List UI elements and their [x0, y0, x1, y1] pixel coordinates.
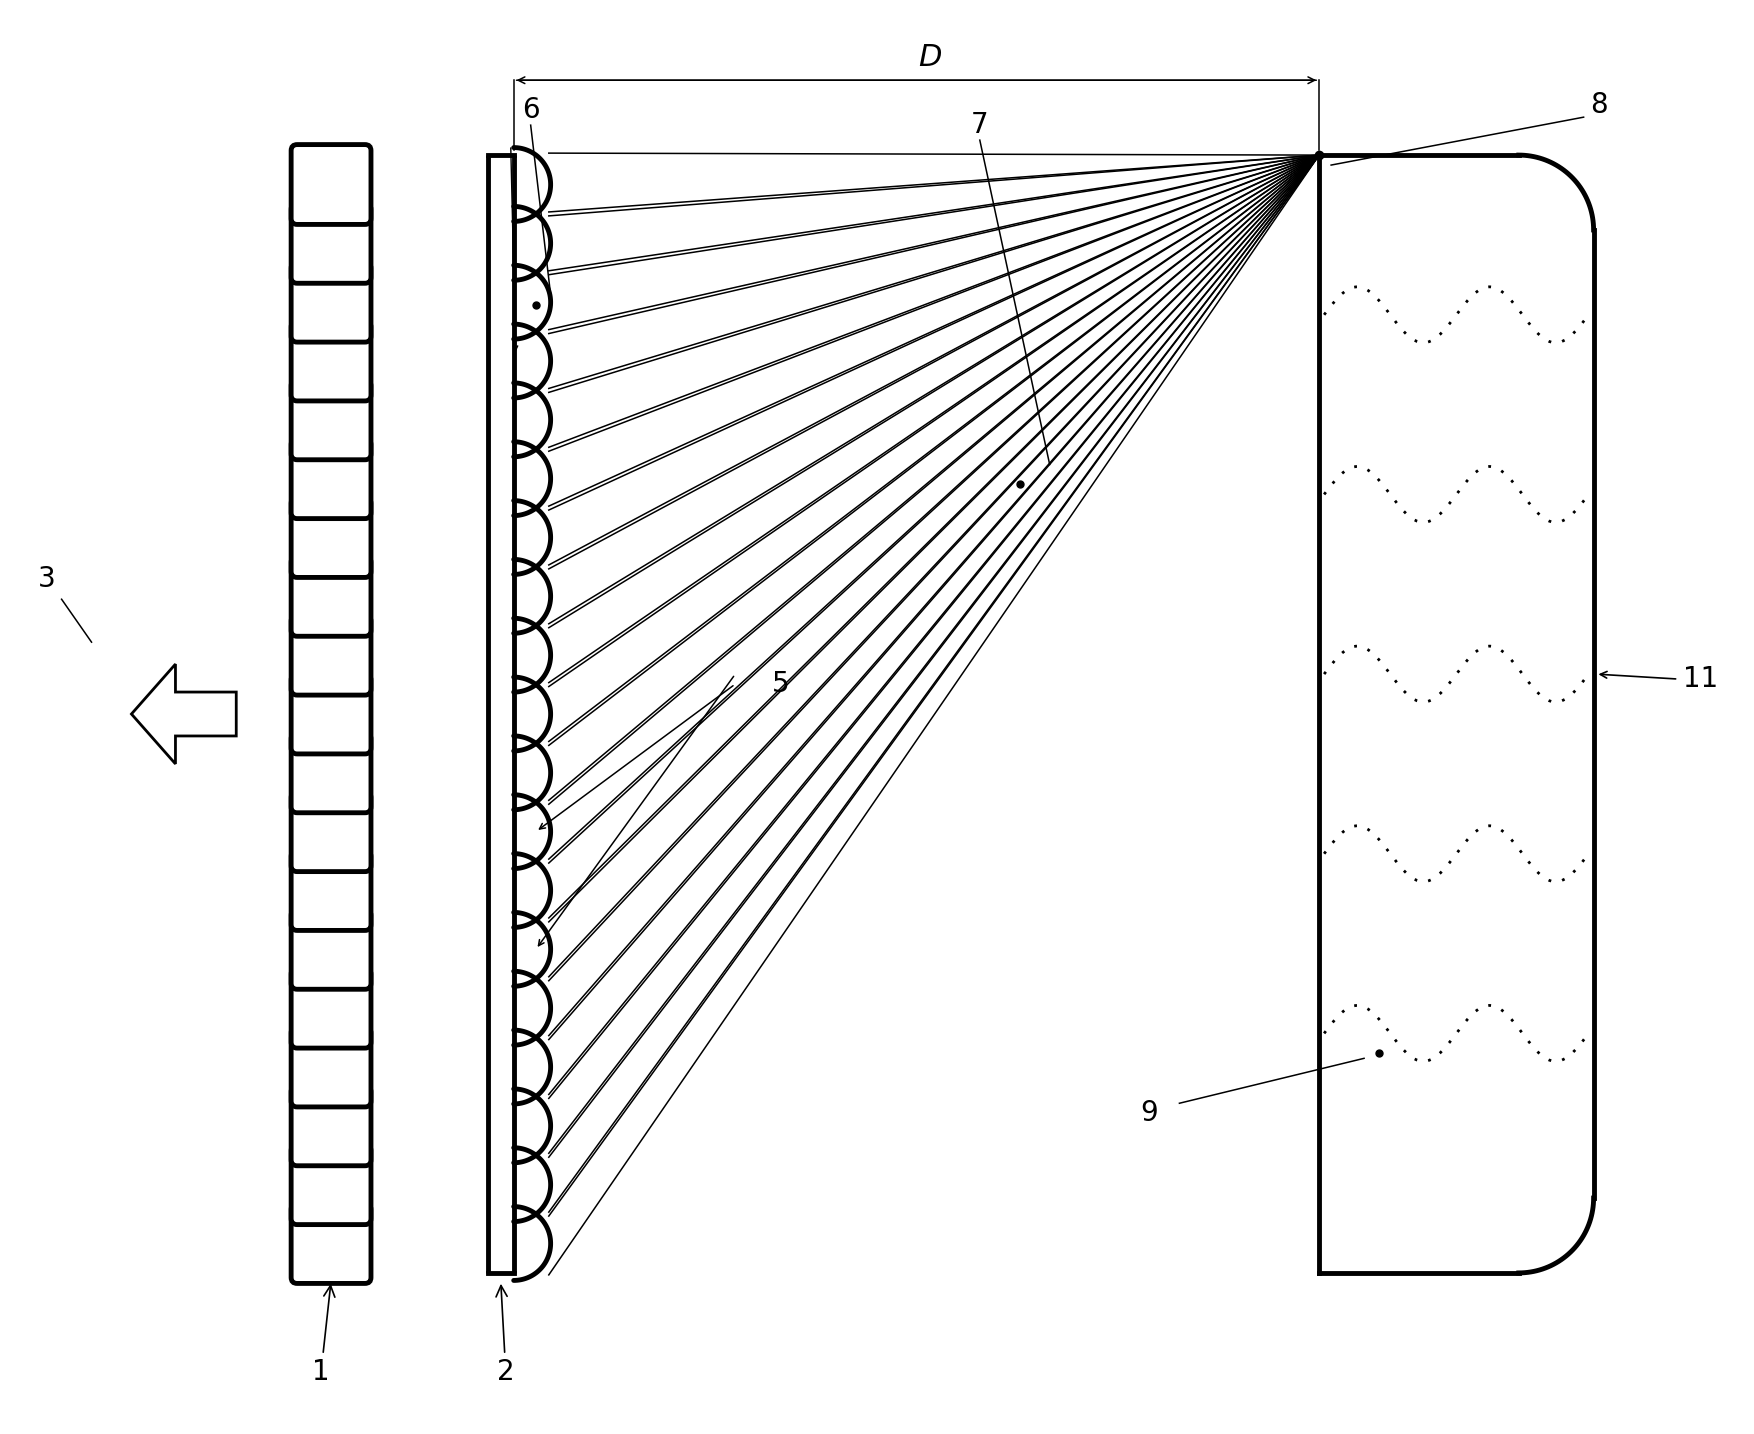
Text: D: D	[917, 43, 942, 72]
FancyBboxPatch shape	[291, 498, 372, 578]
Text: 6: 6	[523, 96, 540, 125]
FancyBboxPatch shape	[291, 674, 372, 754]
FancyBboxPatch shape	[291, 792, 372, 872]
Text: 9: 9	[1140, 1100, 1158, 1127]
FancyBboxPatch shape	[291, 850, 372, 931]
Text: 8: 8	[1589, 92, 1607, 119]
Text: 7: 7	[972, 112, 989, 139]
FancyBboxPatch shape	[291, 380, 372, 460]
FancyBboxPatch shape	[291, 968, 372, 1048]
FancyBboxPatch shape	[291, 1086, 372, 1166]
FancyBboxPatch shape	[291, 1203, 372, 1283]
FancyBboxPatch shape	[291, 1144, 372, 1225]
FancyBboxPatch shape	[291, 1027, 372, 1107]
FancyBboxPatch shape	[291, 556, 372, 637]
Text: 1: 1	[312, 1285, 335, 1385]
FancyBboxPatch shape	[291, 439, 372, 519]
FancyBboxPatch shape	[291, 204, 372, 284]
Text: 11: 11	[1684, 665, 1719, 693]
Text: 3: 3	[39, 565, 56, 594]
FancyBboxPatch shape	[291, 909, 372, 989]
FancyBboxPatch shape	[291, 733, 372, 813]
Text: 5: 5	[772, 670, 789, 698]
Text: 2: 2	[496, 1285, 514, 1385]
FancyBboxPatch shape	[291, 321, 372, 402]
FancyBboxPatch shape	[291, 615, 372, 695]
FancyBboxPatch shape	[291, 145, 372, 225]
FancyBboxPatch shape	[291, 262, 372, 343]
